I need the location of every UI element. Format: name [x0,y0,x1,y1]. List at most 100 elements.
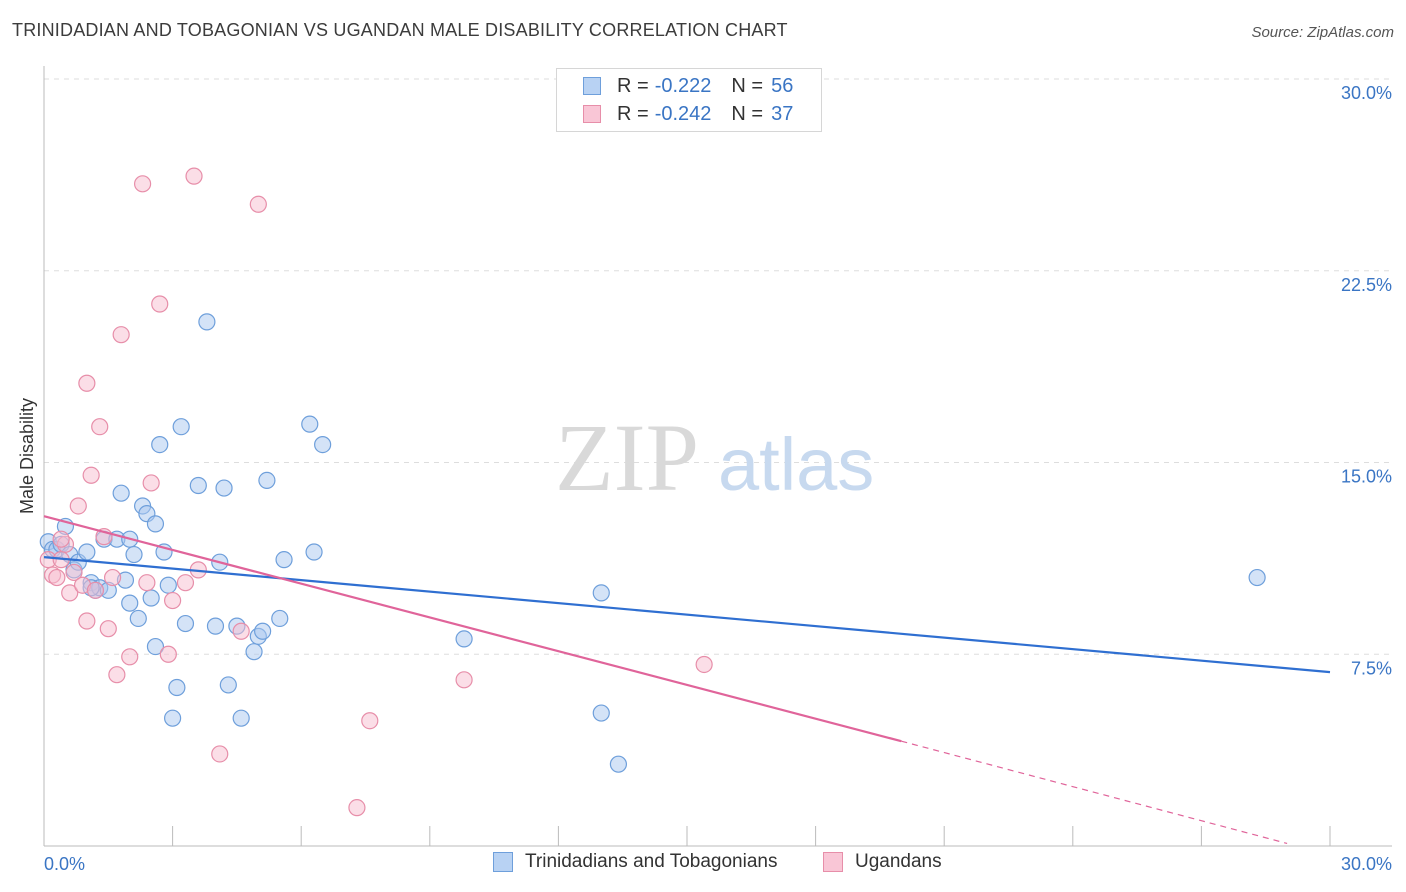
point-trinidadian [172,418,190,436]
legend-r-value: -0.222 [654,74,712,97]
point-ugandan [185,167,203,185]
trend-line-trinidadian [43,556,1331,674]
point-ugandan [348,799,366,817]
point-ugandan [121,648,139,666]
point-ugandan [112,326,130,344]
point-ugandan [78,374,96,392]
point-trinidadian [168,678,186,697]
axes-layer: 7.5% 15.0% 22.5% 30.0% 0.0% 30.0% [43,66,1392,874]
point-ugandan [361,712,379,730]
point-trinidadian [301,415,319,433]
watermark-atlas: atlas [718,423,874,506]
point-trinidadian [142,589,160,607]
point-trinidadian [455,630,473,648]
legend-n-label: N = [731,102,764,125]
point-trinidadian [151,436,169,454]
legend-r-value: -0.242 [654,102,712,125]
point-trinidadian [125,545,143,564]
trend-line-ugandan-extension [901,740,1288,845]
point-trinidadian [609,755,628,773]
point-trinidadian [164,709,182,727]
point-trinidadian [189,476,207,495]
point-trinidadian [198,313,216,331]
point-ugandan [86,581,105,599]
point-trinidadian [159,576,177,594]
point-trinidadian [78,543,96,561]
point-trinidadian [305,543,323,561]
trend-line-ugandan [43,515,902,743]
point-ugandan [69,497,87,515]
point-ugandan [695,655,713,674]
grid-layer [44,78,1392,655]
y-tick-label: 7.5% [1351,658,1392,678]
point-ugandan [151,295,169,313]
bottom-legend-swatch-blue [493,852,513,872]
point-trinidadian [275,551,293,569]
point-trinidadian [245,643,263,661]
point-trinidadian [314,436,332,454]
point-trinidadian [592,704,610,722]
point-trinidadian [112,484,130,502]
legend-r-label: R = [617,74,649,97]
point-ugandan [78,612,96,630]
legend-n-value: 37 [771,102,794,125]
bottom-legend-label-trinidadian: Trinidadians and Tobagonians [525,851,778,872]
point-trinidadian [219,676,237,694]
point-ugandan [61,584,79,602]
bottom-legend-ugandan: Ugandans [823,851,942,873]
point-ugandan [159,645,177,663]
point-trinidadian [129,609,147,628]
points-layer [39,167,1266,817]
x-tick-label: 0.0% [44,854,85,874]
point-trinidadian [258,471,276,489]
point-ugandan [108,666,126,684]
legend-r-label: R = [617,102,649,125]
watermark: ZIP atlas [555,404,874,511]
point-ugandan [82,466,100,484]
trend-layer [43,515,1331,845]
point-trinidadian [1248,568,1266,587]
point-ugandan [65,563,83,582]
point-trinidadian [121,594,139,612]
point-ugandan [48,568,66,587]
point-ugandan [52,530,70,548]
legend-row-trinidadian: R = -0.222 N = 56 [557,72,793,100]
bottom-legend-label-ugandan: Ugandans [855,851,942,872]
point-ugandan [91,418,109,436]
point-ugandan [249,195,267,213]
stats-legend: R = -0.222 N = 56 R = -0.242 N = 37 [556,68,822,132]
bottom-legend-swatch-pink [823,852,843,872]
point-ugandan [99,620,117,638]
point-trinidadian [271,609,289,628]
y-tick-label: 22.5% [1341,275,1392,295]
legend-swatch-blue [583,77,601,95]
point-ugandan [211,745,229,763]
x-tick-label: 30.0% [1341,854,1392,874]
point-trinidadian [146,637,165,656]
point-ugandan [232,622,250,640]
legend-n-label: N = [731,74,764,97]
point-trinidadian [215,479,233,497]
point-trinidadian [254,622,272,640]
legend-row-ugandan: R = -0.242 N = 37 [557,100,793,128]
chart-title: TRINIDADIAN AND TOBAGONIAN VS UGANDAN MA… [12,20,788,40]
point-ugandan [142,474,160,492]
y-axis-label: Male Disability [17,398,37,514]
watermark-zip: ZIP [555,404,699,511]
point-trinidadian [176,614,195,633]
point-trinidadian [146,515,165,533]
y-tick-label: 15.0% [1341,467,1392,487]
point-trinidadian [232,709,250,727]
point-trinidadian [592,584,610,602]
source-label: Source: ZipAtlas.com [1251,24,1394,41]
legend-n-value: 56 [771,74,794,97]
bottom-legend-trinidadian: Trinidadians and Tobagonians [493,851,777,873]
point-ugandan [176,574,195,592]
point-ugandan [138,574,156,592]
y-tick-label: 30.0% [1341,83,1392,103]
point-ugandan [133,175,152,193]
point-ugandan [164,591,182,610]
legend-swatch-pink [583,105,601,123]
point-trinidadian [206,617,225,635]
